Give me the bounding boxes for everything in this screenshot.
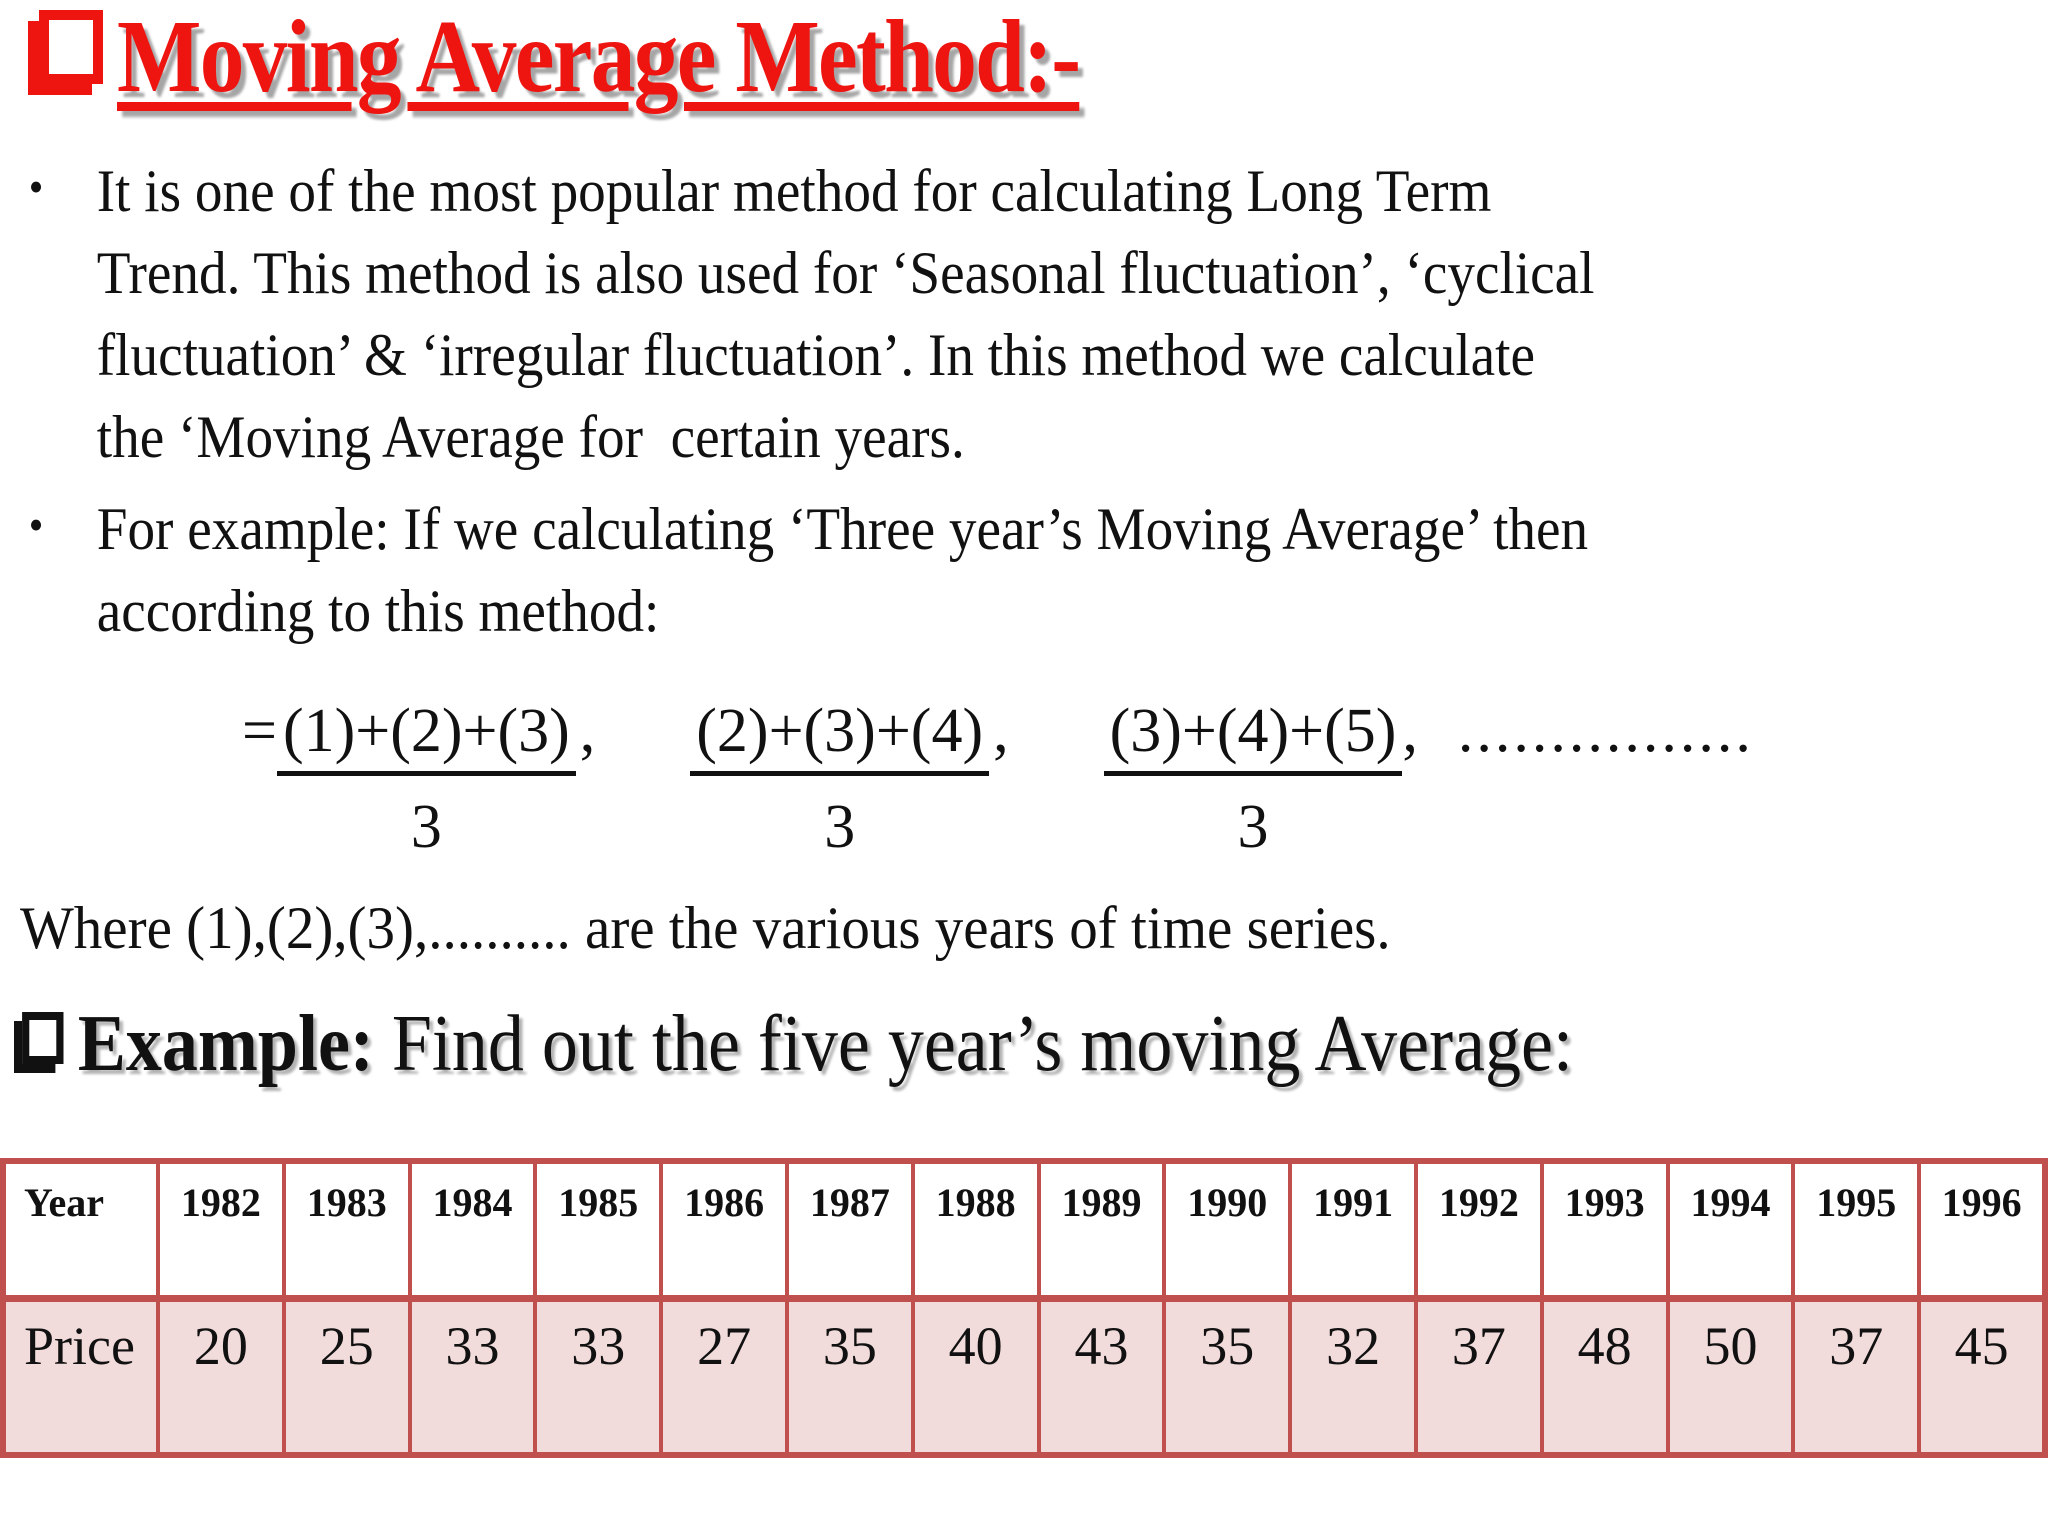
- bullet-paragraph: It is one of the most popular method for…: [96, 158, 1595, 470]
- year-cell: 1990: [1162, 1159, 1293, 1300]
- year-price-table: Year 1982 1983 1984 1985 1986 1987 1988 …: [0, 1158, 2048, 1458]
- year-cell: 1985: [533, 1159, 664, 1300]
- price-cell: 20: [156, 1294, 286, 1457]
- year-cell: 1982: [156, 1159, 286, 1300]
- list-item: • For example: If we calculating ‘Three …: [25, 488, 1985, 652]
- price-cell: 45: [1917, 1294, 2047, 1457]
- price-cell: 37: [1791, 1294, 1922, 1457]
- row-header-year: Year: [1, 1159, 160, 1300]
- bullet-list: • It is one of the most popular method f…: [25, 150, 1985, 662]
- price-cell: 27: [659, 1294, 789, 1457]
- price-cell: 32: [1288, 1294, 1418, 1457]
- price-cell: 40: [910, 1294, 1041, 1457]
- row-header-price: Price: [1, 1294, 160, 1457]
- shadowed-square-bullet-icon: [39, 10, 103, 84]
- slide-title: Moving Average Method:-: [28, 0, 1236, 114]
- year-cell: 1991: [1288, 1159, 1418, 1300]
- price-cell: 48: [1539, 1294, 1670, 1457]
- price-cell: 37: [1413, 1294, 1544, 1457]
- bullet-paragraph: For example: If we calculating ‘Three ye…: [96, 496, 1589, 644]
- fraction-numerator: (3)+(4)+(5): [1103, 694, 1403, 776]
- fraction: (3)+(4)+(5) 3: [1103, 694, 1403, 864]
- fraction-denominator: 3: [1237, 793, 1269, 861]
- separator-comma: ,: [579, 697, 596, 765]
- price-cell: 33: [533, 1294, 664, 1457]
- example-heading: Example: Find out the five year’s moving…: [14, 996, 1573, 1092]
- shadowed-square-bullet-icon: [22, 1012, 64, 1064]
- bullet-dot-icon: •: [28, 499, 44, 550]
- price-cell: 35: [784, 1294, 915, 1457]
- bullet-dot-icon: •: [28, 161, 44, 212]
- year-cell: 1989: [1036, 1159, 1167, 1300]
- page-title: Moving Average Method:-: [117, 0, 1081, 114]
- year-cell: 1992: [1413, 1159, 1544, 1300]
- table-row-price: Price 20 25 33 33 27 35 40 43 35 32 37 4…: [1, 1294, 2047, 1457]
- fraction-numerator: (2)+(3)+(4): [690, 694, 990, 776]
- year-cell: 1984: [407, 1159, 538, 1300]
- fraction: (2)+(3)+(4) 3: [690, 694, 990, 864]
- fraction-numerator: (1)+(2)+(3): [276, 694, 576, 776]
- year-cell: 1983: [281, 1159, 412, 1300]
- where-definition-line: Where (1),(2),(3),.......... are the var…: [20, 895, 1391, 961]
- continuation-dots: ................: [1457, 697, 1754, 765]
- fraction-denominator: 3: [410, 793, 442, 861]
- year-cell: 1995: [1791, 1159, 1922, 1300]
- price-cell: 43: [1036, 1294, 1167, 1457]
- example-label: Example:: [77, 1000, 374, 1088]
- price-cell: 35: [1162, 1294, 1293, 1457]
- fraction-denominator: 3: [824, 793, 856, 861]
- year-cell: 1993: [1539, 1159, 1670, 1300]
- separator-comma: ,: [1402, 697, 1418, 765]
- price-cell: 25: [281, 1294, 412, 1457]
- moving-average-formula: = (1)+(2)+(3) 3 , (2)+(3)+(4) 3 , (3)+(4…: [242, 694, 1754, 864]
- table-row-year: Year 1982 1983 1984 1985 1986 1987 1988 …: [1, 1159, 2047, 1300]
- year-cell: 1987: [784, 1159, 915, 1300]
- year-cell: 1994: [1665, 1159, 1796, 1300]
- price-cell: 33: [407, 1294, 538, 1457]
- example-text: Find out the five year’s moving Average:: [391, 1000, 1573, 1088]
- year-cell: 1988: [910, 1159, 1041, 1300]
- price-cell: 50: [1665, 1294, 1796, 1457]
- year-cell: 1996: [1917, 1159, 2047, 1300]
- year-cell: 1986: [659, 1159, 789, 1300]
- fraction: (1)+(2)+(3) 3: [276, 694, 576, 864]
- equals-sign: =: [242, 697, 277, 765]
- list-item: • It is one of the most popular method f…: [25, 150, 1985, 478]
- separator-comma: ,: [993, 697, 1009, 765]
